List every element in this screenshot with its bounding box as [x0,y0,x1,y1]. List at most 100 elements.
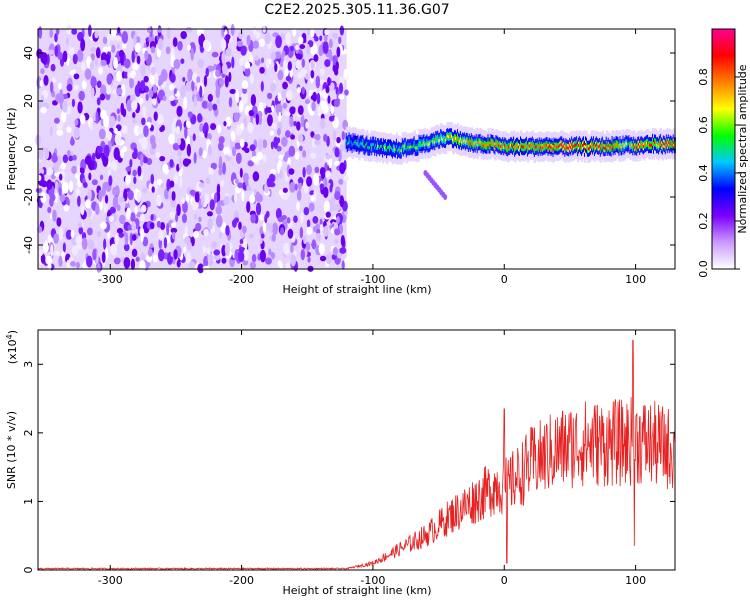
noise-speckle [139,80,146,91]
noise-speckle [306,219,311,228]
noise-speckle [183,246,187,253]
noise-speckle [112,187,116,196]
noise-speckle [38,249,44,257]
noise-speckle [264,32,271,45]
noise-speckle [116,227,124,234]
noise-speckle [68,155,74,162]
noise-speckle [129,158,133,168]
noise-speckle [116,70,122,82]
noise-speckle [133,176,137,184]
noise-speckle [111,134,115,147]
noise-speckle [201,100,208,109]
noise-speckle [116,87,123,96]
snr-y-multiplier: (x104) [5,330,19,364]
noise-speckle [287,157,291,167]
colorbar-tick-label: 0.2 [697,212,710,230]
noise-speckle [193,152,197,164]
noise-speckle [268,173,275,183]
noise-speckle [313,134,321,140]
noise-speckle [51,154,58,163]
noise-speckle [259,238,263,244]
noise-speckle [47,234,53,243]
noise-speckle [327,95,331,104]
noise-speckle [247,160,255,167]
noise-speckle [143,125,149,138]
noise-speckle [77,195,81,207]
noise-speckle [53,117,60,124]
noise-speckle [62,100,68,113]
noise-speckle [219,77,224,87]
snr-plot-frame [37,329,676,571]
snr-panel: -300 -200 -100 0 100 0 1 2 3 Height of straight… [5,329,676,597]
noise-speckle [160,124,165,132]
spectrogram-xtick-label: -100 [360,273,385,286]
noise-speckle [156,178,163,186]
noise-speckle [250,94,257,106]
noise-speckle [40,106,47,114]
noise-speckle [157,38,164,51]
noise-speckle [65,37,70,46]
noise-speckle [235,89,239,102]
noise-speckle [278,111,282,122]
noise-speckle [51,77,57,83]
noise-speckle [195,222,202,232]
noise-speckle [47,206,52,213]
noise-speckle [78,226,84,235]
noise-speckle [73,73,80,80]
noise-speckle [197,113,203,123]
noise-speckle [330,197,336,204]
noise-speckle [196,76,201,83]
snr-xtick-label: -300 [98,574,123,587]
noise-speckle [186,120,192,129]
noise-speckle [169,180,175,188]
noise-speckle [299,226,304,239]
noise-speckle [96,80,102,89]
noise-speckle [255,31,261,39]
noise-speckle [321,101,328,113]
noise-speckle [285,75,292,82]
noise-speckle [66,83,73,92]
noise-speckle [69,261,76,267]
noise-speckle [334,228,341,236]
noise-speckle [150,214,154,221]
noise-speckle [102,181,110,190]
noise-speckle [95,111,99,125]
noise-speckle [92,248,97,261]
noise-speckle [62,154,69,164]
noise-speckle [285,130,291,138]
noise-speckle [293,120,297,127]
noise-speckle [329,184,333,193]
noise-speckle [122,108,127,118]
noise-speckle [331,32,339,40]
noise-speckle [199,85,203,98]
noise-speckle [110,243,118,256]
noise-speckle [248,233,254,239]
noise-speckle [265,58,270,69]
noise-speckle [295,59,302,69]
noise-speckle [277,160,283,168]
noise-speckle [257,138,264,151]
noise-speckle [176,203,181,216]
noise-speckle [168,95,175,101]
noise-speckle [240,92,245,99]
noise-speckle [341,131,345,141]
noise-speckle [323,200,330,214]
noise-speckle [235,178,239,184]
noise-speckle [75,261,80,269]
noise-speckle [114,133,122,146]
noise-speckle [106,33,111,46]
noise-speckle [125,166,132,172]
noise-speckle [53,250,61,256]
spectrogram-ytick-label: 0 [22,146,35,153]
noise-speckle [259,214,266,221]
noise-speckle [285,89,293,101]
noise-speckle [68,180,74,193]
noise-speckle [234,112,241,119]
noise-speckle [43,75,49,86]
noise-speckle [147,248,153,257]
noise-speckle [112,195,118,209]
noise-speckle [100,52,108,63]
noise-speckle [96,145,103,154]
noise-speckle [306,176,313,187]
noise-speckle [297,177,304,184]
